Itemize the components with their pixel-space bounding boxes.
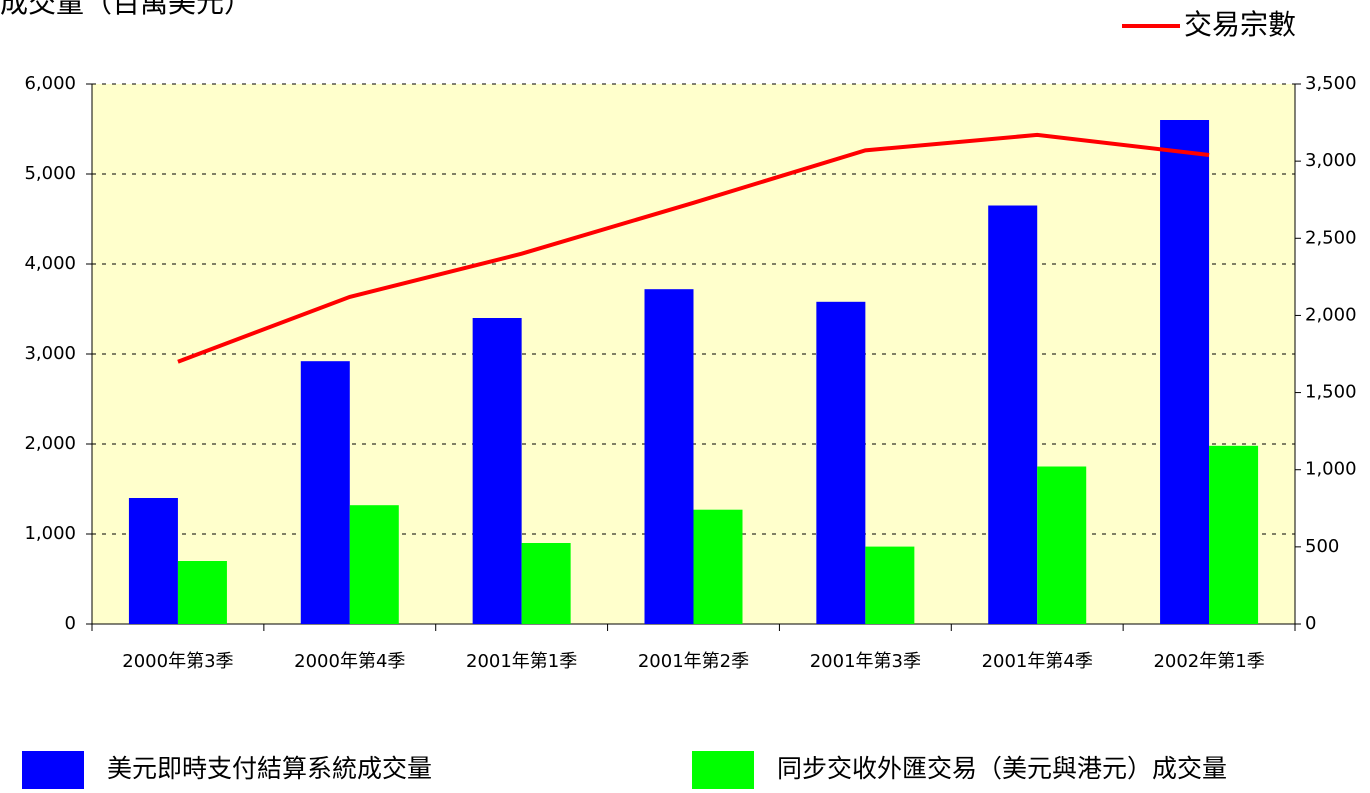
x-tick-label: 2000年第4季 [294, 651, 405, 672]
bar [349, 505, 399, 624]
y2-tick-label: 0 [1305, 613, 1316, 634]
legend-label: 美元即時支付結算系統成交量 [107, 754, 432, 783]
x-tick-label: 2001年第4季 [982, 651, 1093, 672]
bar [865, 546, 915, 624]
x-tick-label: 2001年第3季 [810, 651, 921, 672]
y-tick-label: 4,000 [24, 253, 76, 274]
bar [988, 205, 1038, 624]
legend-label: 同步交收外匯交易（美元與港元）成交量 [777, 754, 1227, 783]
bar [644, 289, 694, 624]
y2-tick-label: 1,500 [1305, 382, 1357, 403]
bar [1209, 445, 1259, 624]
y2-tick-label: 3,500 [1305, 73, 1357, 94]
y2-tick-label: 1,000 [1305, 459, 1357, 480]
x-tick-label: 2001年第1季 [466, 651, 577, 672]
bar [1037, 466, 1087, 624]
bar [472, 318, 522, 624]
y-tick-label: 6,000 [24, 73, 76, 94]
bar [128, 498, 178, 624]
y-tick-label: 2,000 [24, 433, 76, 454]
y2-tick-label: 2,500 [1305, 227, 1357, 248]
y-tick-label: 0 [65, 613, 76, 634]
bar [816, 301, 866, 624]
y2-tick-label: 3,000 [1305, 150, 1357, 171]
chart-title: 成交量（百萬美元） [0, 0, 252, 19]
y-tick-label: 5,000 [24, 163, 76, 184]
legend-swatch [22, 751, 84, 789]
y2-tick-label: 2,000 [1305, 304, 1357, 325]
bar [300, 361, 350, 624]
bar [693, 509, 743, 624]
y2-tick-label: 500 [1305, 536, 1339, 557]
y-tick-label: 3,000 [24, 343, 76, 364]
legend-label: 交易宗數 [1184, 8, 1296, 41]
x-tick-label: 2002年第1季 [1153, 651, 1264, 672]
bar [1160, 120, 1210, 624]
bar [521, 543, 571, 624]
legend-swatch [692, 751, 754, 789]
x-tick-label: 2001年第2季 [638, 651, 749, 672]
y-tick-label: 1,000 [24, 523, 76, 544]
bar [177, 561, 227, 624]
line-series [177, 132, 1210, 364]
x-tick-label: 2000年第3季 [122, 651, 233, 672]
